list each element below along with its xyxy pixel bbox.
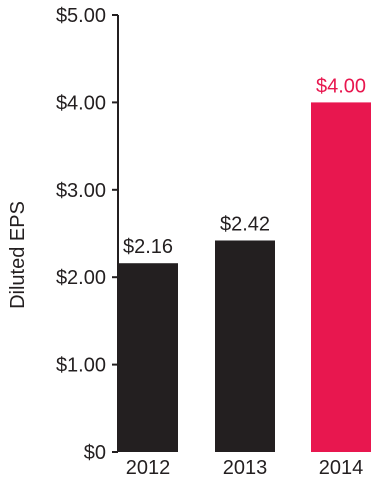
y-tick-label: $3.00 [56, 180, 106, 202]
x-category-label: 2013 [223, 457, 268, 479]
bar-2012 [118, 263, 178, 452]
data-label-2012: $2.16 [123, 236, 173, 258]
x-category-label: 2014 [319, 457, 364, 479]
bar-layer [118, 102, 371, 453]
label-layer: $2.16 2012 $2.42 2013 $4.00 2014 [123, 75, 366, 479]
bar-2014 [311, 102, 371, 453]
y-axis-title: Diluted EPS [7, 201, 29, 309]
x-category-label: 2012 [126, 457, 171, 479]
data-label-2013: $2.42 [220, 213, 270, 235]
y-tick-label: $1.00 [56, 355, 106, 377]
y-tick-label: $2.00 [56, 267, 106, 289]
y-tick-label: $4.00 [56, 92, 106, 114]
y-tick-label: $0 [84, 442, 106, 464]
axis-layer: $0 $1.00 $2.00 $3.00 $4.00 $5.00 [56, 5, 119, 464]
y-tick-label: $5.00 [56, 5, 106, 27]
data-label-2014: $4.00 [316, 75, 366, 97]
bar-2013 [215, 240, 275, 452]
